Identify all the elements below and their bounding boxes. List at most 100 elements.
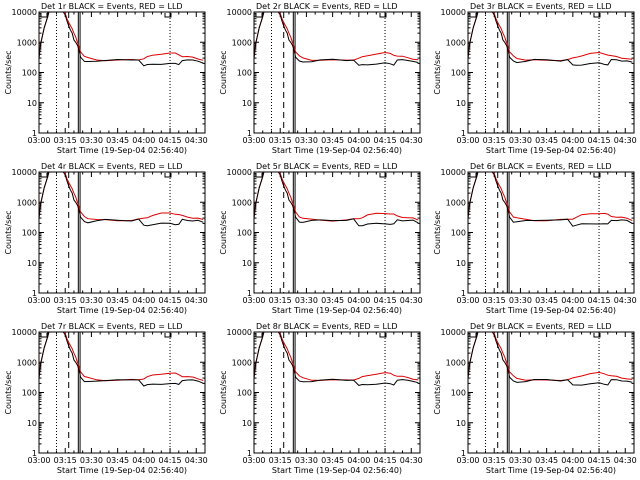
x-tick-label: 03:30 (509, 456, 532, 465)
y-axis-label: Counts/sec (219, 210, 228, 254)
y-tick-label: 10 (242, 99, 252, 108)
y-tick-label: 10000 (227, 8, 252, 17)
y-tick-label: 1000 (446, 198, 466, 207)
x-tick-label: 03:15 (269, 136, 292, 145)
panel-det-6: Det 6r BLACK = Events, RED = LLD 1 10 100 10… (433, 162, 637, 315)
y-axis-label: Counts/sec (433, 210, 442, 254)
plot-frame (38, 11, 206, 134)
x-tick-label: 03:30 (80, 456, 103, 465)
y-tick-label: 1 (247, 289, 252, 298)
series-line-lld (39, 172, 204, 222)
x-tick-label: 03:30 (295, 456, 318, 465)
legend-bracket-right (593, 173, 601, 178)
x-tick-label: 04:00 (347, 456, 370, 465)
x-tick-label: 03:00 (456, 456, 479, 465)
panel-title: Det 4r BLACK = Events, RED = LLD (41, 162, 183, 171)
x-tick-label: 03:15 (54, 456, 77, 465)
y-tick-label: 1000 (232, 358, 252, 367)
panel-det-5: Det 5r BLACK = Events, RED = LLD 1 10 100 10… (219, 162, 423, 315)
legend-bracket-right (379, 333, 387, 338)
plot-frame (467, 331, 635, 454)
x-tick-label: 03:30 (295, 296, 318, 305)
y-tick-label: 10000 (12, 168, 37, 177)
y-tick-label: 1 (247, 129, 252, 138)
x-tick-label: 04:00 (347, 136, 370, 145)
y-tick-label: 1000 (232, 198, 252, 207)
plot-frame (38, 171, 206, 294)
panel-title: Det 2r BLACK = Events, RED = LLD (256, 2, 398, 11)
series-line-lld (254, 332, 419, 381)
x-tick-label: 04:15 (159, 136, 182, 145)
x-tick-label: 03:45 (535, 296, 558, 305)
x-tick-label: 04:15 (374, 136, 397, 145)
series-line-lld (468, 172, 633, 222)
y-tick-label: 10 (456, 259, 466, 268)
panel-title: Det 8r BLACK = Events, RED = LLD (256, 322, 398, 331)
y-tick-label: 10 (456, 99, 466, 108)
legend-bracket-right (164, 13, 172, 18)
legend-bracket-left (40, 173, 48, 178)
x-tick-label: 03:00 (27, 136, 50, 145)
x-tick-label: 04:00 (561, 456, 584, 465)
x-tick-label: 03:00 (242, 136, 265, 145)
x-axis-label: Start Time (19-Sep-04 02:56:40) (57, 146, 187, 155)
legend-bracket-left (255, 13, 263, 18)
y-tick-label: 1000 (446, 38, 466, 47)
y-axis-label: Counts/sec (4, 210, 13, 254)
y-tick-label: 10000 (227, 168, 252, 177)
x-tick-label: 04:00 (132, 136, 155, 145)
series-line-lld (468, 332, 633, 382)
x-tick-label: 03:45 (535, 456, 558, 465)
y-tick-label: 100 (451, 69, 466, 78)
series-line-events (39, 12, 204, 67)
y-tick-label: 100 (22, 229, 37, 238)
x-tick-label: 04:30 (400, 296, 423, 305)
y-tick-label: 1000 (446, 358, 466, 367)
legend-bracket-right (379, 13, 387, 18)
x-tick-label: 03:15 (269, 296, 292, 305)
series-line-lld (468, 12, 633, 62)
x-tick-label: 03:00 (242, 456, 265, 465)
y-tick-label: 1000 (17, 38, 37, 47)
x-tick-label: 04:30 (614, 136, 637, 145)
y-tick-label: 1 (32, 289, 37, 298)
y-tick-label: 1000 (17, 358, 37, 367)
legend-bracket-left (40, 333, 48, 338)
y-tick-label: 10 (27, 419, 37, 428)
series-line-events (468, 172, 633, 227)
x-tick-label: 03:45 (321, 296, 344, 305)
y-axis-label: Counts/sec (433, 370, 442, 414)
y-tick-label: 10000 (441, 328, 466, 337)
plot-frame (253, 171, 421, 294)
panel-det-9: Det 9r BLACK = Events, RED = LLD 1 10 100 10… (433, 322, 637, 475)
x-tick-label: 03:15 (54, 296, 77, 305)
x-tick-label: 03:00 (242, 296, 265, 305)
legend-bracket-right (164, 173, 172, 178)
panel-title: Det 5r BLACK = Events, RED = LLD (256, 162, 398, 171)
series-line-lld (39, 12, 204, 62)
x-tick-label: 04:15 (374, 456, 397, 465)
y-tick-label: 1 (32, 129, 37, 138)
plot-frame (467, 171, 635, 294)
y-axis-label: Counts/sec (219, 370, 228, 414)
plot-frame (38, 331, 206, 454)
series-line-events (468, 12, 633, 66)
legend-bracket-left (469, 13, 477, 18)
x-axis-label: Start Time (19-Sep-04 02:56:40) (486, 466, 616, 475)
y-axis-label: Counts/sec (219, 50, 228, 94)
y-tick-label: 10 (242, 419, 252, 428)
x-tick-label: 03:00 (27, 456, 50, 465)
x-tick-label: 03:00 (456, 296, 479, 305)
panel-det-3: Det 3r BLACK = Events, RED = LLD 1 10 100 10… (433, 2, 637, 155)
x-axis-label: Start Time (19-Sep-04 02:56:40) (272, 306, 402, 315)
y-axis-label: Counts/sec (4, 50, 13, 94)
legend-bracket-left (40, 13, 48, 18)
x-tick-label: 04:00 (132, 456, 155, 465)
x-tick-label: 04:15 (159, 296, 182, 305)
legend-bracket-left (469, 333, 477, 338)
x-tick-label: 03:15 (483, 136, 506, 145)
x-tick-label: 04:15 (588, 296, 611, 305)
y-tick-label: 10000 (441, 168, 466, 177)
x-tick-label: 04:00 (132, 296, 155, 305)
